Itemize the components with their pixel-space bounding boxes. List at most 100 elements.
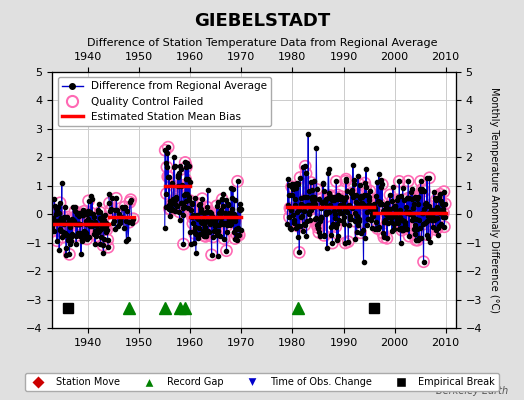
Point bbox=[391, 207, 400, 214]
Difference from Regional Average bbox=[67, 242, 73, 246]
Point bbox=[49, 228, 58, 234]
Point bbox=[295, 249, 303, 256]
Point bbox=[403, 195, 412, 202]
Point bbox=[311, 216, 320, 222]
Point bbox=[126, 196, 135, 203]
Point bbox=[428, 216, 436, 223]
Point bbox=[74, 221, 83, 228]
Point bbox=[86, 218, 95, 225]
Point bbox=[83, 236, 91, 242]
Point bbox=[441, 201, 450, 207]
Point bbox=[309, 197, 317, 204]
Point bbox=[410, 226, 418, 232]
Difference from Regional Average bbox=[95, 229, 102, 234]
Point bbox=[358, 200, 366, 206]
Point bbox=[52, 208, 61, 214]
Point bbox=[328, 194, 336, 200]
Y-axis label: Monthly Temperature Anomaly Difference (°C): Monthly Temperature Anomaly Difference (… bbox=[489, 87, 499, 313]
Point bbox=[58, 234, 67, 240]
Point bbox=[363, 192, 372, 198]
Point bbox=[301, 202, 310, 209]
Difference from Regional Average bbox=[63, 252, 69, 257]
Point bbox=[404, 178, 412, 184]
Point bbox=[433, 204, 441, 210]
Point bbox=[96, 209, 104, 216]
Point bbox=[400, 197, 408, 203]
Point bbox=[331, 210, 339, 217]
Point bbox=[365, 197, 373, 204]
Point bbox=[332, 224, 340, 230]
Point bbox=[361, 180, 369, 186]
Point bbox=[429, 224, 437, 230]
Point bbox=[54, 218, 62, 224]
Point bbox=[346, 190, 355, 196]
Point bbox=[103, 226, 111, 233]
Point bbox=[205, 219, 213, 226]
Point bbox=[440, 188, 448, 195]
Point bbox=[202, 230, 211, 237]
Point bbox=[222, 248, 231, 254]
Point bbox=[405, 233, 413, 239]
Point bbox=[342, 176, 350, 182]
Point bbox=[285, 214, 293, 220]
Point bbox=[218, 196, 226, 202]
Point bbox=[423, 218, 432, 224]
Point bbox=[336, 196, 345, 202]
Point bbox=[208, 252, 216, 258]
Point bbox=[301, 163, 309, 170]
Point bbox=[383, 235, 391, 242]
Point bbox=[364, 194, 373, 200]
Point bbox=[394, 218, 402, 225]
Point bbox=[187, 206, 195, 213]
Point bbox=[337, 202, 346, 209]
Point bbox=[313, 222, 321, 228]
Point bbox=[348, 190, 356, 196]
Point bbox=[63, 214, 71, 220]
Difference from Regional Average bbox=[59, 180, 65, 185]
Point bbox=[88, 220, 96, 227]
Estimated Station Mean Bias bbox=[105, 222, 112, 226]
Point bbox=[162, 164, 171, 170]
Point bbox=[189, 220, 197, 227]
Point bbox=[358, 202, 367, 208]
Point bbox=[68, 217, 76, 224]
Point bbox=[402, 226, 411, 232]
Point bbox=[164, 144, 172, 150]
Text: Berkeley Earth: Berkeley Earth bbox=[436, 386, 508, 396]
Point bbox=[303, 194, 312, 200]
Point bbox=[178, 182, 186, 188]
Point bbox=[343, 209, 351, 215]
Point bbox=[182, 164, 191, 170]
Point bbox=[400, 218, 409, 224]
Point bbox=[422, 232, 431, 238]
Point bbox=[57, 228, 65, 234]
Legend: Station Move, Record Gap, Time of Obs. Change, Empirical Break: Station Move, Record Gap, Time of Obs. C… bbox=[25, 373, 499, 391]
Point bbox=[101, 224, 110, 231]
Point bbox=[172, 203, 181, 209]
Point bbox=[200, 232, 209, 239]
Point bbox=[379, 208, 387, 214]
Point bbox=[348, 205, 357, 211]
Point bbox=[315, 196, 323, 202]
Point bbox=[425, 216, 434, 222]
Point bbox=[225, 211, 234, 218]
Point bbox=[432, 197, 441, 203]
Point bbox=[104, 244, 112, 250]
Point bbox=[314, 220, 323, 227]
Point bbox=[53, 238, 61, 244]
Point bbox=[129, 216, 137, 222]
Point bbox=[215, 210, 223, 216]
Point bbox=[233, 232, 242, 238]
Point bbox=[229, 217, 237, 224]
Text: GIEBELSTADT: GIEBELSTADT bbox=[194, 12, 330, 30]
Point bbox=[231, 217, 239, 224]
Point bbox=[72, 233, 80, 239]
Point bbox=[75, 212, 83, 219]
Difference from Regional Average bbox=[69, 217, 75, 222]
Point bbox=[205, 208, 214, 215]
Point bbox=[323, 203, 332, 209]
Point bbox=[366, 188, 374, 194]
Point bbox=[107, 206, 115, 212]
Point bbox=[92, 221, 100, 228]
Point bbox=[410, 200, 418, 207]
